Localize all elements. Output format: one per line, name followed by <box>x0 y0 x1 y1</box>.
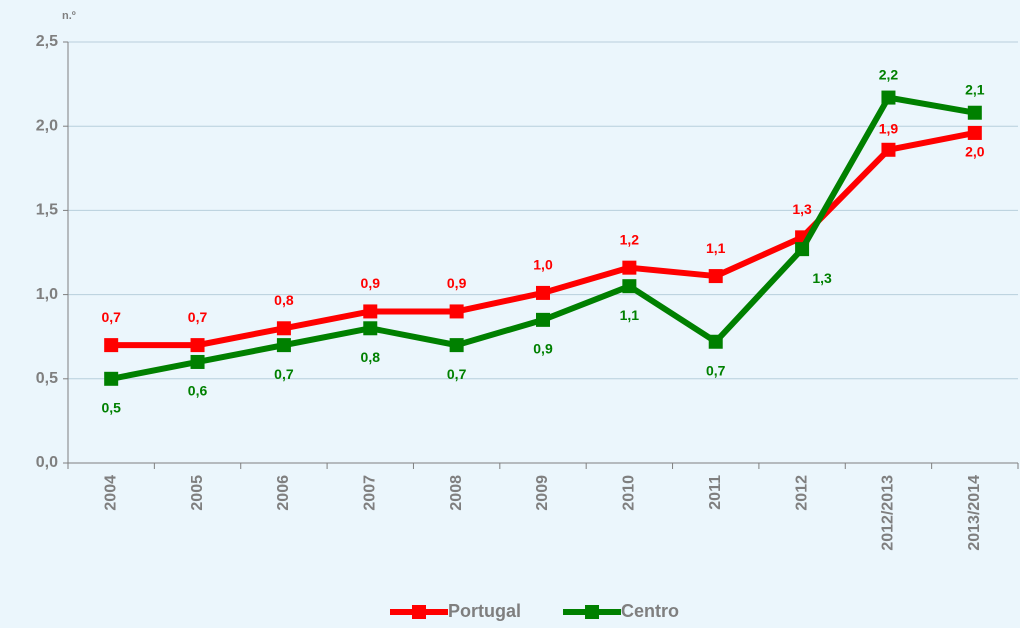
point-marker <box>708 334 723 349</box>
x-tick-label: 2010 <box>621 475 638 511</box>
y-unit: n.º <box>62 10 76 22</box>
point-marker <box>190 338 205 353</box>
point-marker <box>104 371 119 386</box>
x-tick-label: 2012 <box>793 475 810 511</box>
x-tick-label: 2008 <box>448 475 465 511</box>
point-marker <box>363 321 378 336</box>
point-marker <box>881 90 896 105</box>
data-label: 1,1 <box>620 307 640 323</box>
data-label: 1,2 <box>620 231 640 247</box>
legend-marker <box>412 605 426 619</box>
data-label: 0,7 <box>188 309 208 325</box>
point-marker <box>363 304 378 319</box>
data-label: 2,2 <box>879 66 899 82</box>
point-marker <box>449 304 464 319</box>
data-label: 0,7 <box>706 362 726 378</box>
point-marker <box>276 338 291 353</box>
point-marker <box>967 105 982 120</box>
y-tick-label: 1,0 <box>36 286 58 303</box>
legend-marker <box>585 605 600 619</box>
y-tick-label: 2,0 <box>36 117 58 134</box>
point-marker <box>795 242 810 257</box>
y-tick-label: 1,5 <box>36 202 58 219</box>
x-tick-label: 2013/2014 <box>966 475 983 551</box>
x-tick-label: 2007 <box>361 475 378 511</box>
data-label: 1,9 <box>879 120 899 136</box>
data-label: 0,8 <box>274 292 294 308</box>
point-marker <box>967 125 982 140</box>
x-tick-label: 2005 <box>189 475 206 511</box>
data-label: 1,0 <box>533 257 553 273</box>
y-tick-label: 0,5 <box>36 370 58 387</box>
point-marker <box>449 338 464 353</box>
data-label: 0,8 <box>361 349 381 365</box>
y-tick-label: 2,5 <box>36 33 58 50</box>
data-label: 0,9 <box>447 275 467 291</box>
x-tick-label: 2006 <box>275 475 292 511</box>
point-marker <box>708 269 723 284</box>
point-marker <box>276 321 291 336</box>
data-label: 1,3 <box>792 201 812 217</box>
x-tick-label: 2012/2013 <box>880 475 897 551</box>
data-label: 0,7 <box>274 366 294 382</box>
data-label: 0,5 <box>101 400 121 416</box>
point-marker <box>622 279 637 294</box>
data-label: 2,1 <box>965 81 985 97</box>
x-tick-label: 2009 <box>534 475 551 511</box>
x-tick-label: 2004 <box>102 475 119 511</box>
point-marker <box>622 260 637 275</box>
data-label: 0,7 <box>447 366 467 382</box>
point-marker <box>536 285 550 300</box>
point-marker <box>190 354 205 369</box>
data-label: 2,0 <box>965 144 985 160</box>
legend-label: Centro <box>621 601 679 621</box>
data-label: 0,9 <box>533 341 553 357</box>
x-tick-label: 2011 <box>707 475 724 510</box>
data-label: 1,1 <box>706 240 726 256</box>
point-marker <box>536 312 550 327</box>
data-label: 0,6 <box>188 383 208 399</box>
data-label: 0,7 <box>101 309 121 325</box>
point-marker <box>104 338 119 353</box>
y-tick-label: 0,0 <box>36 454 58 471</box>
point-marker <box>881 142 896 157</box>
data-label: 1,3 <box>812 270 832 286</box>
legend-label: Portugal <box>448 601 521 621</box>
data-label: 0,9 <box>361 275 381 291</box>
